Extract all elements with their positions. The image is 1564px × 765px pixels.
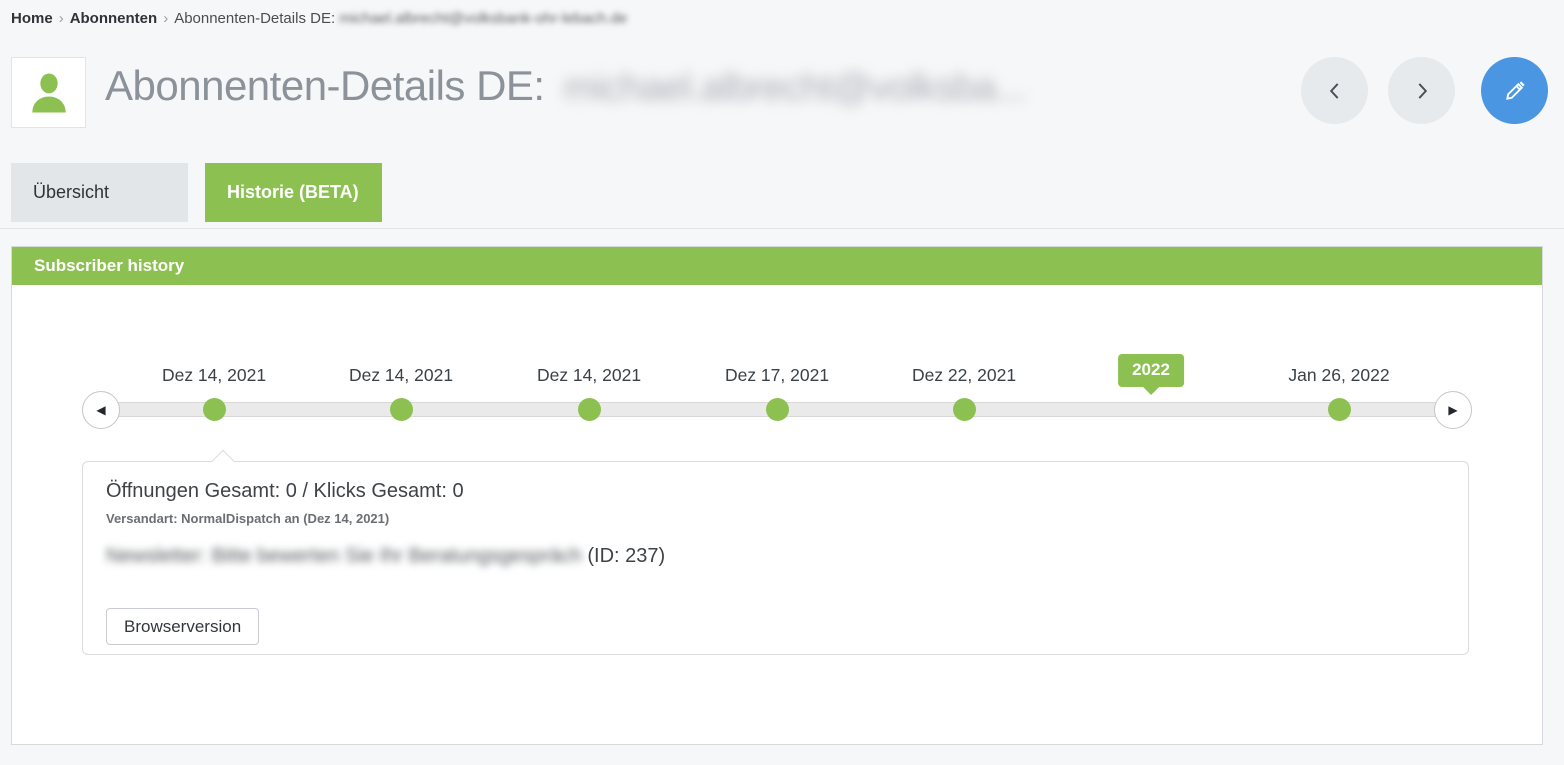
- timeline-date-label: Dez 14, 2021: [161, 365, 267, 385]
- panel-title: Subscriber history: [34, 256, 185, 275]
- timeline-scroll-right-button[interactable]: ▶: [1434, 391, 1472, 429]
- page-title-text: Abonnenten-Details DE:: [105, 62, 545, 109]
- timeline-event-dot[interactable]: [766, 398, 789, 421]
- panel-header: Subscriber history: [12, 247, 1542, 285]
- breadcrumb-abonnenten[interactable]: Abonnenten: [69, 10, 158, 27]
- pencil-icon: [1505, 80, 1525, 100]
- timeline-date-label: Dez 17, 2021: [724, 365, 830, 385]
- chevron-left-icon: [1329, 82, 1338, 99]
- timeline-event-dot[interactable]: [578, 398, 601, 421]
- tab-historie-beta[interactable]: Historie (BETA): [205, 163, 382, 222]
- timeline-event-dot[interactable]: [203, 398, 226, 421]
- timeline-scroll-left-button[interactable]: ◀: [82, 391, 120, 429]
- person-icon: [31, 73, 66, 112]
- timeline-event-dot[interactable]: [1328, 398, 1351, 421]
- breadcrumb: Home › Abonnenten › Abonnenten-Details DE: m…: [11, 10, 627, 27]
- browserversion-button[interactable]: Browserversion: [106, 608, 260, 645]
- tab-divider: [0, 228, 1564, 229]
- breadcrumb-separator: ›: [58, 10, 64, 27]
- timeline-event-dot[interactable]: [953, 398, 976, 421]
- previous-subscriber-button[interactable]: [1301, 57, 1368, 124]
- timeline-year-badge: 2022: [1118, 354, 1184, 395]
- timeline-date-label: Dez 14, 2021: [536, 365, 642, 385]
- timeline-date-label: Dez 14, 2021: [348, 365, 454, 385]
- subscriber-avatar: [11, 57, 86, 128]
- breadcrumb-current: Abonnenten-Details DE:: [174, 10, 336, 27]
- breadcrumb-blurred-email: michael.albrecht@volksbank-ohr-lebach.de: [339, 10, 628, 27]
- newsletter-id: (ID: 237): [581, 545, 666, 567]
- timeline: ◀ ▶ 2022 Dez 14, 2021 Dez 14, 2021 Dez 14,…: [12, 247, 1542, 467]
- edit-subscriber-button[interactable]: [1481, 57, 1548, 124]
- chevron-right-icon: [1418, 82, 1427, 99]
- event-dispatch-info: Versandart: NormalDispatch an (Dez 14, 2…: [106, 511, 390, 526]
- timeline-date-label: Jan 26, 2022: [1288, 365, 1390, 385]
- tab-uebersicht[interactable]: Übersicht: [11, 163, 188, 222]
- newsletter-title-blurred: Newsletter: Bitte bewerten Sie Ihr Berat…: [106, 545, 582, 567]
- event-stats: Öffnungen Gesamt: 0 / Klicks Gesamt: 0: [106, 480, 464, 502]
- event-newsletter-line: Newsletter: Bitte bewerten Sie Ihr Berat…: [106, 545, 665, 568]
- timeline-date-label: Dez 22, 2021: [911, 365, 1017, 385]
- breadcrumb-separator: ›: [163, 10, 169, 27]
- subscriber-history-panel: Subscriber history ◀ ▶ 2022 Dez 14, 2021…: [11, 246, 1543, 745]
- page-title-blurred-email: michael.albrecht@volksba...: [563, 67, 1027, 109]
- next-subscriber-button[interactable]: [1388, 57, 1455, 124]
- page-title: Abonnenten-Details DE: michael.albrecht@…: [105, 62, 1027, 110]
- breadcrumb-home[interactable]: Home: [11, 10, 53, 27]
- timeline-event-dot[interactable]: [390, 398, 413, 421]
- event-detail-card: Öffnungen Gesamt: 0 / Klicks Gesamt: 0 V…: [82, 449, 1469, 655]
